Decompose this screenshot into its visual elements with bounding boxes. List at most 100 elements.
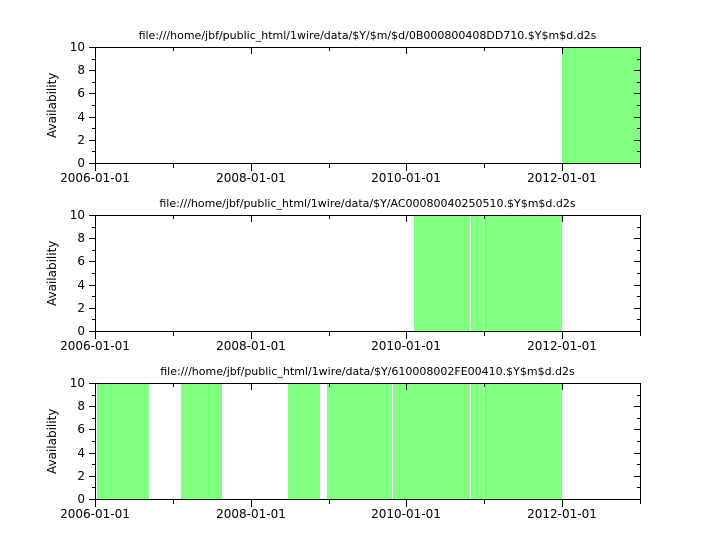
x-minor-tick: [484, 500, 485, 504]
y-minor-tick: [92, 250, 95, 251]
x-minor-tick: [173, 164, 174, 168]
y-tick-label: 6: [77, 86, 85, 100]
plot-title: file:///home/jbf/public_html/1wire/data/…: [160, 365, 575, 378]
x-minor-tick: [640, 500, 641, 504]
y-minor-tick-mirror: [637, 59, 640, 60]
plot-box: [95, 47, 641, 164]
y-tick-label: 0: [77, 156, 85, 170]
y-major-tick: [89, 331, 95, 332]
y-minor-tick: [92, 273, 95, 274]
y-minor-tick-mirror: [637, 227, 640, 228]
y-minor-tick: [92, 59, 95, 60]
x-minor-tick-mirror: [329, 384, 330, 387]
y-major-tick: [89, 308, 95, 309]
x-minor-tick: [640, 332, 641, 336]
x-minor-tick: [329, 332, 330, 336]
x-major-tick-mirror: [95, 216, 96, 222]
y-axis-label: Availability: [45, 72, 59, 138]
x-tick-label: 2008-01-01: [216, 507, 286, 521]
availability-gap: [483, 215, 484, 331]
x-minor-tick-mirror: [484, 216, 485, 219]
y-tick-label: 4: [77, 278, 85, 292]
plot-box: [95, 383, 641, 500]
plot-box: [95, 215, 641, 332]
y-major-tick-mirror: [634, 383, 640, 384]
y-minor-tick-mirror: [637, 418, 640, 419]
y-tick-label: 6: [77, 422, 85, 436]
y-tick-label: 0: [77, 492, 85, 506]
y-minor-tick: [92, 441, 95, 442]
y-major-tick: [89, 238, 95, 239]
x-major-tick-mirror: [562, 48, 563, 54]
y-minor-tick-mirror: [637, 82, 640, 83]
plot-title: file:///home/jbf/public_html/1wire/data/…: [138, 29, 597, 42]
y-axis-label: Availability: [45, 240, 59, 306]
x-major-tick-mirror: [95, 384, 96, 390]
y-major-tick: [89, 453, 95, 454]
y-minor-tick: [92, 296, 95, 297]
y-minor-tick-mirror: [637, 319, 640, 320]
y-major-tick: [89, 406, 95, 407]
y-minor-tick: [92, 151, 95, 152]
y-tick-label: 8: [77, 63, 85, 77]
y-major-tick-mirror: [634, 429, 640, 430]
y-major-tick: [89, 70, 95, 71]
y-major-tick: [89, 499, 95, 500]
y-tick-label: 4: [77, 110, 85, 124]
x-tick-label: 2012-01-01: [527, 171, 597, 185]
x-minor-tick-mirror: [484, 384, 485, 387]
x-major-tick-mirror: [406, 216, 407, 222]
y-major-tick-mirror: [634, 285, 640, 286]
x-tick-label: 2012-01-01: [527, 507, 597, 521]
y-minor-tick-mirror: [637, 151, 640, 152]
y-minor-tick: [92, 128, 95, 129]
y-minor-tick: [92, 418, 95, 419]
y-axis-label: Availability: [45, 408, 59, 474]
x-minor-tick: [173, 500, 174, 504]
y-minor-tick-mirror: [637, 105, 640, 106]
x-minor-tick-mirror: [173, 48, 174, 51]
y-major-tick-mirror: [634, 476, 640, 477]
x-major-tick-mirror: [251, 384, 252, 390]
plot-title: file:///home/jbf/public_html/1wire/data/…: [159, 197, 576, 210]
availability-interval: [180, 383, 223, 499]
availability-interval: [96, 383, 149, 499]
x-major-tick: [562, 500, 563, 507]
y-major-tick-mirror: [634, 238, 640, 239]
y-major-tick: [89, 215, 95, 216]
x-major-tick: [251, 332, 252, 339]
x-tick-label: 2010-01-01: [371, 339, 441, 353]
y-tick-label: 10: [69, 376, 85, 390]
x-tick-label: 2006-01-01: [60, 171, 130, 185]
y-tick-label: 2: [77, 469, 85, 483]
y-tick-label: 0: [77, 324, 85, 338]
y-major-tick: [89, 47, 95, 48]
y-major-tick: [89, 93, 95, 94]
x-major-tick: [562, 164, 563, 171]
y-tick-label: 8: [77, 231, 85, 245]
x-minor-tick: [329, 500, 330, 504]
y-tick-label: 2: [77, 301, 85, 315]
y-minor-tick-mirror: [637, 441, 640, 442]
y-major-tick: [89, 429, 95, 430]
y-minor-tick: [92, 227, 95, 228]
availability-gap: [470, 215, 471, 331]
x-tick-label: 2006-01-01: [60, 339, 130, 353]
x-major-tick: [95, 332, 96, 339]
x-minor-tick: [484, 332, 485, 336]
y-minor-tick: [92, 464, 95, 465]
x-tick-label: 2006-01-01: [60, 507, 130, 521]
y-major-tick: [89, 476, 95, 477]
y-minor-tick-mirror: [637, 464, 640, 465]
x-major-tick: [562, 332, 563, 339]
y-minor-tick-mirror: [637, 487, 640, 488]
x-minor-tick: [173, 332, 174, 336]
y-minor-tick: [92, 487, 95, 488]
x-major-tick: [406, 500, 407, 507]
x-major-tick-mirror: [251, 216, 252, 222]
x-minor-tick-mirror: [329, 216, 330, 219]
x-minor-tick-mirror: [173, 384, 174, 387]
